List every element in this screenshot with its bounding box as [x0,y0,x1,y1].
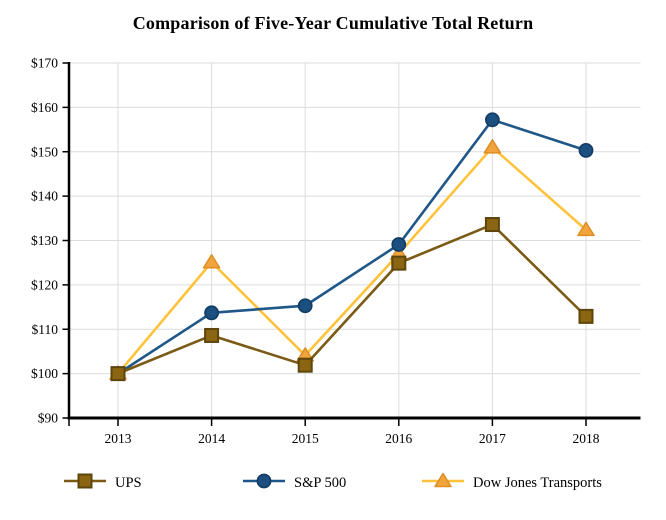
legend-item-ups: UPS [63,472,142,495]
legend: UPS S&P 500 Dow Jones Transports [0,472,666,495]
y-tick-label: $120 [31,277,58,292]
x-tick-label: 2014 [198,431,225,446]
x-tick-label: 2016 [385,431,412,446]
series-dow-jones-transports [109,139,595,380]
series-line-s-p-500 [117,118,587,375]
legend-marker-s-p-500 [256,473,272,488]
marker-dow-jones-transports-2018 [577,221,595,237]
marker-ups-2015 [297,357,313,373]
series-s-p-500 [110,112,594,382]
sp500-circle-marker-icon [242,472,286,495]
marker-dow-jones-transports-2014 [202,253,221,269]
marker-ups-2017 [484,217,500,233]
legend-marker-graphic [243,473,285,488]
x-tick-label: 2013 [105,431,132,446]
marker-dow-jones-transports-2017 [483,139,502,154]
series-line-dow-jones-transports [117,146,587,375]
legend-label-dow-jones-transports: Dow Jones Transports [473,474,602,491]
y-tick-label: $170 [31,56,58,71]
y-tick-label: $150 [31,144,58,159]
series-ups [110,217,594,382]
legend-item-dow-jones-transports: Dow Jones Transports [421,472,602,495]
dow-jones-triangle-marker-icon [421,472,465,495]
x-tick-label: 2017 [479,431,506,446]
legend-label-sp500: S&P 500 [294,474,347,491]
marker-s-p-500-2014 [204,305,219,321]
chart-title: Comparison of Five-Year Cumulative Total… [132,13,534,33]
legend-marker-graphic [422,472,464,487]
y-tick-label: $110 [32,322,59,337]
legend-item-sp500: S&P 500 [242,472,347,495]
ups-square-marker-icon [63,472,107,495]
marker-s-p-500-2016 [391,237,407,252]
y-tick-label: $140 [31,189,58,204]
marker-ups-2016 [391,255,407,271]
legend-marker-graphic [64,473,106,488]
y-tick-label: $160 [31,100,58,115]
x-tick-label: 2018 [573,431,600,446]
series-line-ups [117,223,587,375]
x-tick-label: 2015 [292,431,319,446]
legend-marker-ups [77,473,93,488]
marker-s-p-500-2017 [484,112,500,128]
marker-s-p-500-2015 [297,298,313,314]
marker-ups-2018 [578,308,594,324]
y-tick-label: $130 [31,233,58,248]
legend-label-ups: UPS [115,474,142,491]
marker-ups-2013 [110,366,126,382]
y-tick-label: $100 [31,366,58,381]
marker-ups-2014 [204,327,220,343]
marker-s-p-500-2018 [578,143,594,158]
legend-marker-dow-jones-transports [434,472,452,487]
y-tick-label: $90 [38,411,59,426]
